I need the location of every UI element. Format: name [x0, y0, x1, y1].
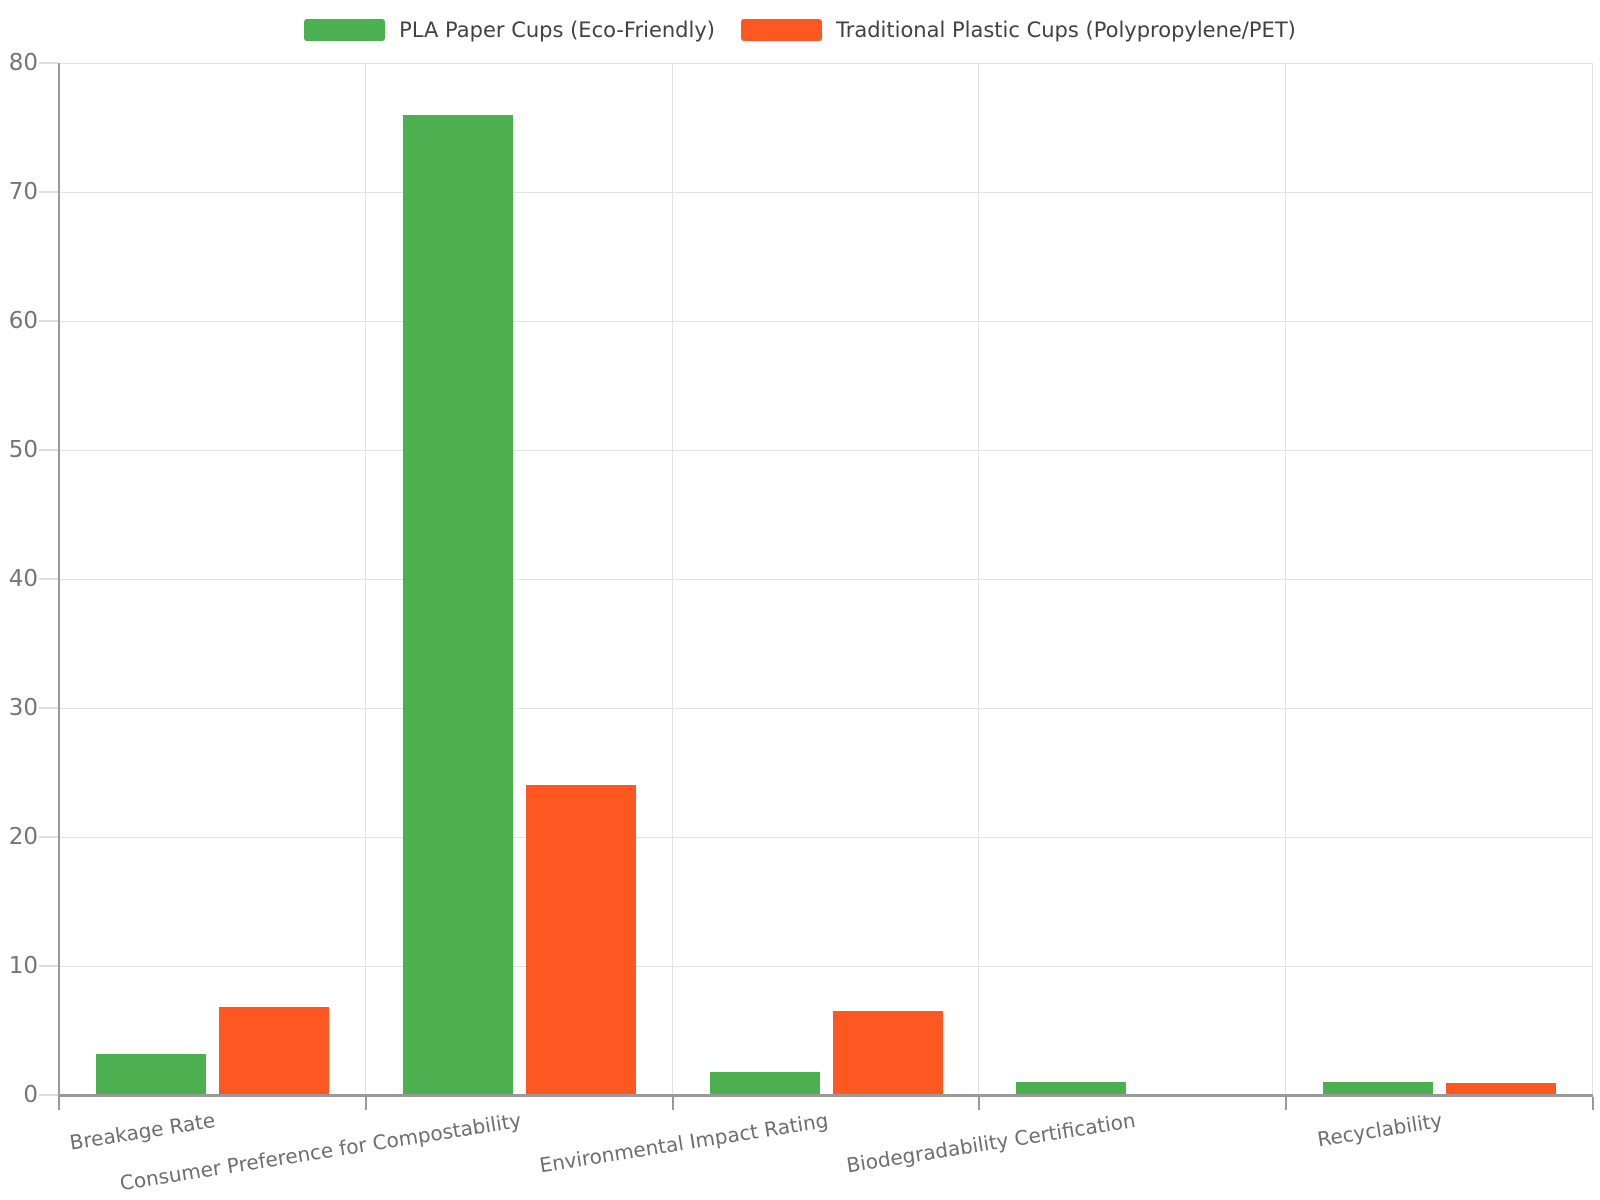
y-axis-label-0: 0	[23, 1082, 38, 1108]
bar-pla-recyclability	[1323, 1082, 1434, 1095]
x-axis-line	[59, 1094, 1593, 1097]
y-axis-tick-10	[39, 965, 58, 967]
gridline-y-30	[59, 708, 1593, 709]
bar-traditional-breakage-rate	[218, 1007, 329, 1095]
x-axis-label-recyclability: Recyclability	[1315, 1107, 1444, 1152]
gridline-y-20	[59, 837, 1593, 838]
bar-traditional-recyclability	[1446, 1083, 1557, 1095]
y-axis-label-40: 40	[8, 566, 38, 592]
y-axis-label-30: 30	[8, 695, 38, 721]
y-axis-tick-30	[39, 707, 58, 709]
legend-label-pla-paper-cups: PLA Paper Cups (Eco-Friendly)	[399, 18, 715, 42]
x-axis-tick-1	[364, 1097, 367, 1110]
chart-legend: PLA Paper Cups (Eco-Friendly) Traditiona…	[0, 18, 1600, 42]
y-axis-label-60: 60	[8, 308, 38, 334]
y-axis-tick-70	[39, 191, 58, 193]
legend-item-pla-paper-cups[interactable]: PLA Paper Cups (Eco-Friendly)	[304, 18, 715, 42]
x-axis-label-biodegradability-certification: Biodegradability Certification	[844, 1107, 1137, 1178]
bar-pla-consumer-preference-for-compostability	[402, 114, 513, 1095]
y-axis-label-10: 10	[8, 953, 38, 979]
gridline-y-60	[59, 321, 1593, 322]
gridline-y-10	[59, 966, 1593, 967]
bar-pla-breakage-rate	[95, 1053, 206, 1095]
legend-item-traditional-plastic-cups[interactable]: Traditional Plastic Cups (Polypropylene/…	[740, 18, 1296, 42]
bar-traditional-environmental-impact-rating	[832, 1011, 943, 1095]
y-axis-tick-20	[39, 836, 58, 838]
gridline-y-50	[59, 450, 1593, 451]
gridline-x-2	[671, 63, 673, 1095]
gridline-y-70	[59, 192, 1593, 193]
gridline-y-80	[59, 63, 1593, 64]
y-axis-label-70: 70	[8, 179, 38, 205]
y-axis-tick-60	[39, 320, 58, 322]
bar-traditional-consumer-preference-for-compostability	[525, 785, 636, 1095]
y-axis-tick-50	[39, 449, 58, 451]
x-axis-tick-0	[58, 1097, 60, 1110]
y-axis-tick-0	[39, 1094, 58, 1096]
y-axis-label-20: 20	[8, 824, 38, 850]
x-axis-tick-5	[1592, 1097, 1594, 1110]
gridline-x-3	[978, 63, 980, 1095]
x-axis-tick-2	[671, 1097, 674, 1110]
y-axis-tick-40	[39, 578, 58, 580]
y-axis-label-80: 80	[8, 50, 38, 76]
gridline-x-5	[1592, 63, 1593, 1095]
gridline-x-4	[1285, 63, 1287, 1095]
y-axis-line	[58, 63, 60, 1109]
bar-pla-biodegradability-certification	[1016, 1082, 1127, 1095]
plot-area	[59, 63, 1593, 1095]
gridline-x-1	[364, 63, 366, 1095]
legend-swatch-orange-icon	[740, 19, 822, 41]
legend-label-traditional-plastic-cups: Traditional Plastic Cups (Polypropylene/…	[835, 18, 1296, 42]
gridline-y-40	[59, 579, 1593, 580]
x-axis-label-breakage-rate: Breakage Rate	[67, 1107, 217, 1155]
x-axis-tick-4	[1285, 1097, 1288, 1110]
x-axis-label-environmental-impact-rating: Environmental Impact Rating	[537, 1107, 830, 1178]
y-axis-tick-80	[39, 62, 58, 64]
legend-swatch-green-icon	[304, 19, 386, 41]
x-axis-tick-3	[978, 1097, 981, 1110]
y-axis-label-50: 50	[8, 437, 38, 463]
bar-pla-environmental-impact-rating	[709, 1071, 820, 1095]
